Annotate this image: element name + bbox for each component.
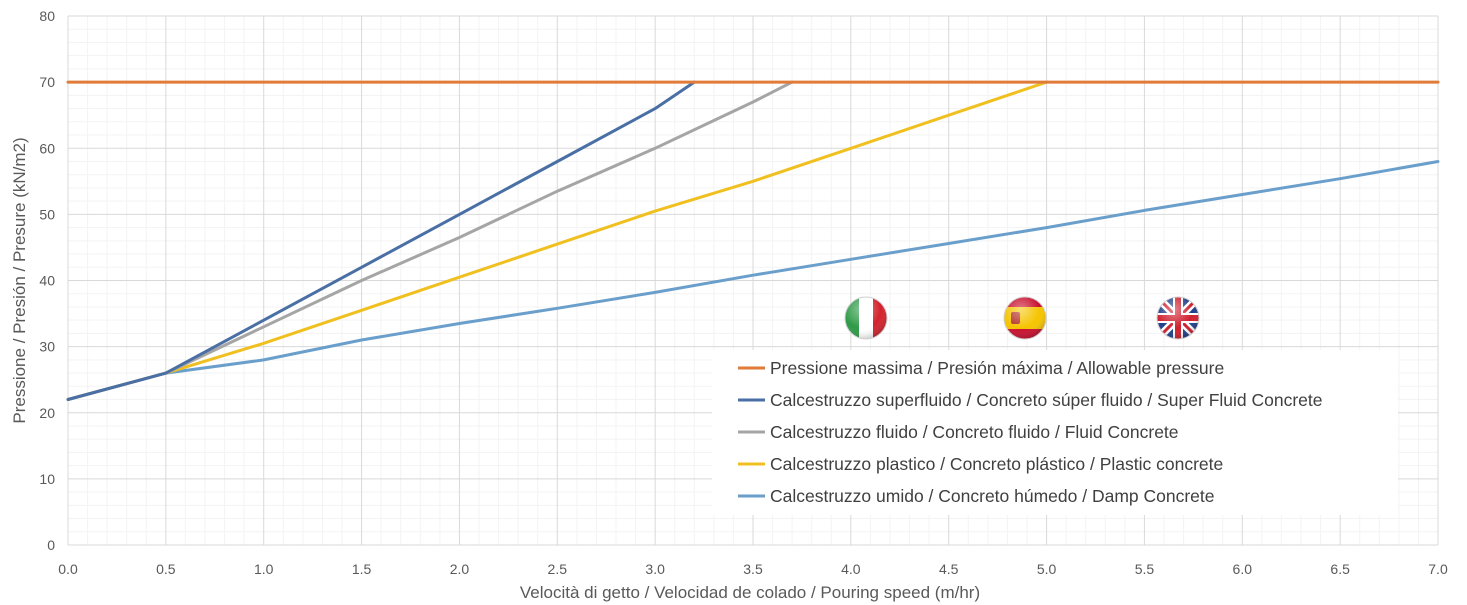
legend-label-3: Calcestruzzo plastico / Concreto plástic… bbox=[770, 454, 1223, 474]
italy-flag-icon bbox=[844, 296, 888, 340]
x-axis-title: Velocità di getto / Velocidad de colado … bbox=[520, 583, 980, 602]
series-line-2 bbox=[66, 80, 794, 401]
x-tick-label: 1.0 bbox=[254, 561, 274, 577]
y-axis-title: Pressione / Presión / Presure (kN/m2) bbox=[10, 137, 29, 423]
series-line-4 bbox=[66, 160, 1440, 401]
y-tick-label: 50 bbox=[39, 206, 55, 222]
y-tick-label: 20 bbox=[39, 405, 55, 421]
series-line-1 bbox=[66, 80, 696, 401]
legend: Pressione massima / Presión máxima / All… bbox=[712, 350, 1398, 515]
legend-box bbox=[712, 350, 1398, 515]
y-tick-label: 0 bbox=[47, 537, 55, 553]
x-tick-label: 7.0 bbox=[1428, 561, 1448, 577]
series-line-3 bbox=[66, 80, 1049, 401]
x-tick-label: 3.0 bbox=[645, 561, 665, 577]
legend-label-4: Calcestruzzo umido / Concreto húmedo / D… bbox=[770, 486, 1215, 506]
series-lines bbox=[66, 80, 1440, 401]
x-tick-label: 0.5 bbox=[156, 561, 176, 577]
x-tick-label: 1.5 bbox=[352, 561, 372, 577]
y-tick-label: 30 bbox=[39, 339, 55, 355]
x-tick-label: 6.0 bbox=[1233, 561, 1253, 577]
legend-label-2: Calcestruzzo fluido / Concreto fluido / … bbox=[770, 422, 1179, 442]
x-tick-label: 6.5 bbox=[1330, 561, 1350, 577]
axes: 0.0 0.5 1.0 1.5 2.0 2.5 3.0 3.5 4.0 4.5 5.0 5.5 6.0 6… bbox=[10, 8, 1448, 602]
y-tick-label: 80 bbox=[39, 8, 55, 24]
uk-flag-icon bbox=[1156, 296, 1200, 340]
legend-label-0: Pressione massima / Presión máxima / All… bbox=[770, 358, 1224, 378]
x-tick-label: 2.5 bbox=[548, 561, 568, 577]
y-tick-label: 40 bbox=[39, 273, 55, 289]
y-tick-label: 70 bbox=[39, 74, 55, 90]
x-tick-label: 0.0 bbox=[58, 561, 78, 577]
x-tick-label: 3.5 bbox=[743, 561, 763, 577]
y-tick-label: 60 bbox=[39, 140, 55, 156]
x-tick-label: 5.0 bbox=[1037, 561, 1057, 577]
x-tick-label: 2.0 bbox=[450, 561, 470, 577]
spain-flag-icon bbox=[1003, 296, 1047, 340]
x-tick-label: 4.0 bbox=[841, 561, 861, 577]
x-tick-label: 4.5 bbox=[939, 561, 959, 577]
y-tick-label: 10 bbox=[39, 471, 55, 487]
legend-label-1: Calcestruzzo superfluido / Concreto súpe… bbox=[770, 390, 1323, 410]
x-tick-label: 5.5 bbox=[1135, 561, 1155, 577]
